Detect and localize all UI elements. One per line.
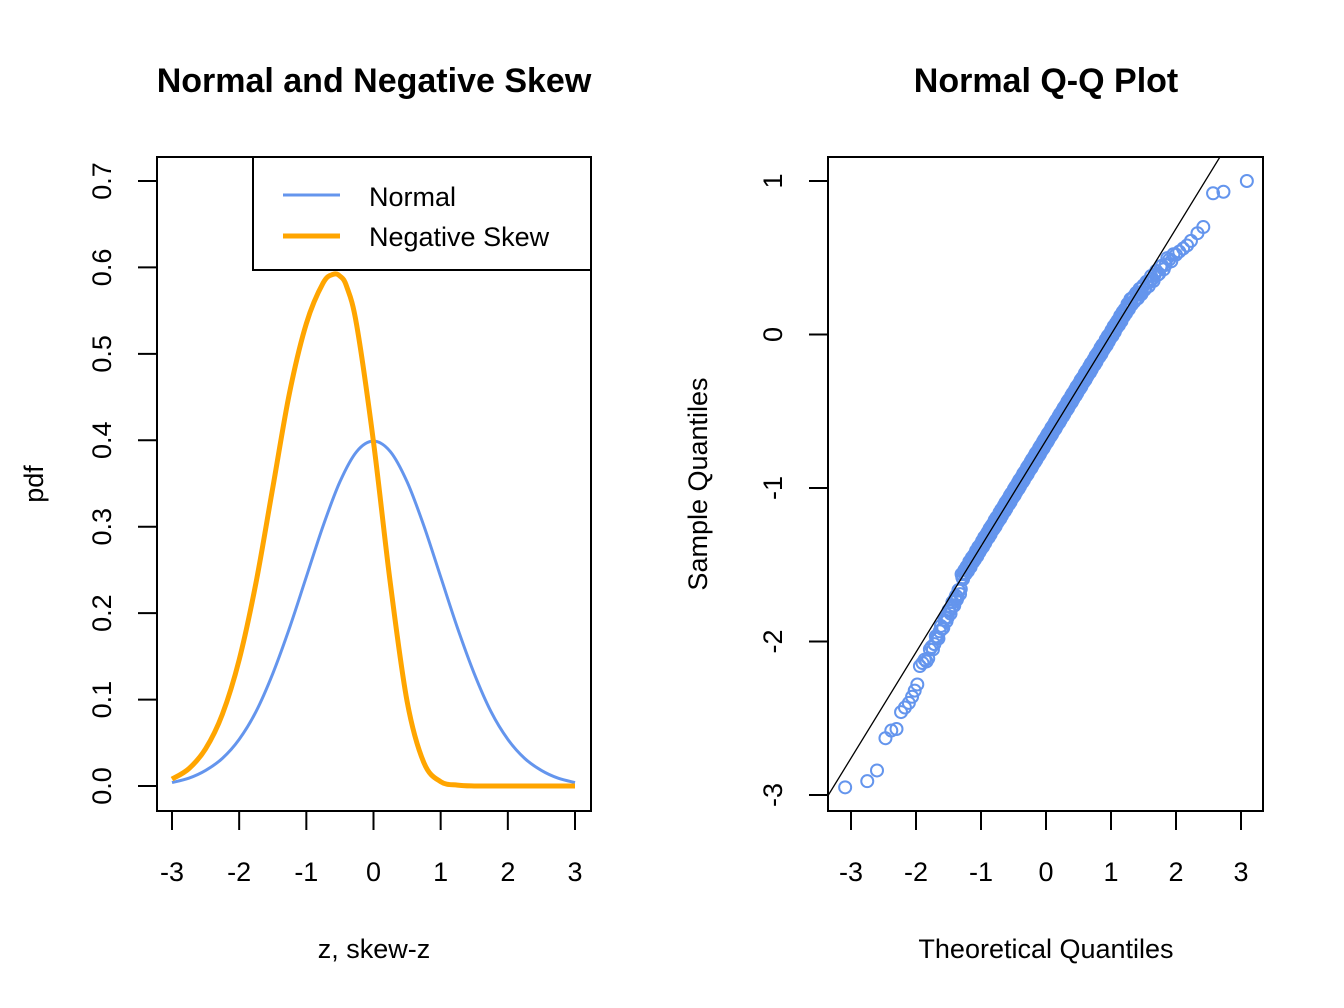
legend-box — [252, 156, 592, 271]
density-x-tick-label: 2 — [500, 857, 515, 887]
qq-point — [1176, 241, 1191, 256]
qq-point — [1216, 184, 1231, 199]
qq-plot-title: Normal Q-Q Plot — [914, 62, 1178, 100]
qq-point — [1152, 266, 1167, 281]
density-x-tick-label: -3 — [160, 857, 184, 887]
qq-point — [932, 624, 947, 639]
legend: Normal Negative Skew — [252, 156, 592, 271]
qq-y-axis-label: Sample Quantiles — [683, 377, 713, 590]
qq-x-tick-label: -3 — [839, 857, 863, 887]
qq-point — [907, 683, 922, 698]
qq-point — [915, 655, 930, 670]
legend-label-normal: Normal — [369, 182, 456, 212]
density-plot-title: Normal and Negative Skew — [157, 62, 592, 100]
qq-x-tick-label: 2 — [1168, 857, 1183, 887]
density-y-axis: 0.0 0.1 0.2 0.3 0.4 0.5 0.6 0.7 — [87, 162, 157, 805]
qq-point — [910, 677, 925, 692]
density-x-tick-label: 3 — [567, 857, 582, 887]
qq-point — [905, 689, 920, 704]
qq-y-tick-label: -1 — [758, 476, 788, 500]
density-y-tick-label: 0.6 — [87, 249, 117, 287]
density-x-tick-label: -2 — [227, 857, 251, 887]
qq-point — [1196, 220, 1211, 235]
density-y-tick-label: 0.1 — [87, 681, 117, 719]
density-y-axis-label: pdf — [19, 465, 49, 503]
density-x-tick-label: -1 — [294, 857, 318, 887]
qq-point — [912, 659, 927, 674]
legend-label-negative-skew: Negative Skew — [369, 222, 550, 252]
density-y-tick-label: 0.2 — [87, 594, 117, 632]
qq-point — [889, 721, 904, 736]
qq-y-tick-label: 1 — [758, 173, 788, 188]
density-x-axis: -3 -2 -1 0 1 2 3 — [160, 811, 583, 887]
qq-point — [860, 774, 875, 789]
normal-curve — [171, 439, 576, 784]
qq-y-tick-label: -2 — [758, 629, 788, 653]
density-y-tick-label: 0.7 — [87, 162, 117, 200]
qq-x-tick-label: 0 — [1038, 857, 1053, 887]
density-y-tick-label: 0.5 — [87, 335, 117, 373]
qq-y-axis: -3 -2 -1 0 1 — [758, 173, 828, 807]
density-y-tick-label: 0.3 — [87, 508, 117, 546]
qq-reference-line — [828, 157, 1221, 797]
density-x-tick-label: 1 — [433, 857, 448, 887]
density-y-tick-label: 0.4 — [87, 422, 117, 460]
density-x-axis-label: z, skew-z — [318, 934, 431, 964]
qq-x-tick-label: 1 — [1103, 857, 1118, 887]
qq-points — [838, 174, 1254, 795]
negative-skew-curve — [170, 271, 575, 789]
density-y-tick-label: 0.0 — [87, 767, 117, 805]
qq-x-tick-label: -2 — [904, 857, 928, 887]
qq-point — [1206, 186, 1221, 201]
density-plot-panel: Normal and Negative Skew -3 -2 -1 0 1 2 3 0.00… — [19, 62, 592, 964]
qq-point — [950, 590, 965, 605]
qq-point — [953, 587, 968, 602]
qq-y-tick-label: 0 — [758, 327, 788, 342]
qq-point — [925, 642, 940, 657]
qq-plot-frame — [827, 156, 1264, 812]
qq-point — [870, 763, 884, 778]
qq-x-axis: -3 -2 -1 0 1 2 3 — [839, 811, 1249, 887]
qq-point — [1239, 174, 1254, 188]
qq-point — [838, 780, 853, 795]
density-series — [170, 271, 576, 789]
qq-x-tick-label: 3 — [1233, 857, 1248, 887]
qq-reference-line-group — [828, 157, 1221, 797]
qq-y-tick-label: -3 — [758, 783, 788, 807]
qq-plot-panel: Normal Q-Q Plot -3 -2 -1 0 1 2 3 -3 -2 -1 0 1 Theo… — [683, 62, 1264, 964]
qq-x-tick-label: -1 — [969, 857, 993, 887]
qq-x-axis-label: Theoretical Quantiles — [918, 934, 1173, 964]
density-x-tick-label: 0 — [366, 857, 381, 887]
